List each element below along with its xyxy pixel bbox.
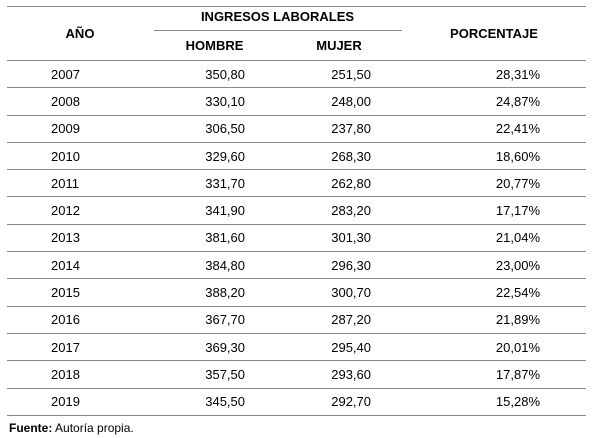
hombre-income-cell: 357,50 xyxy=(153,360,276,389)
income-table-container: AÑO INGRESOS LABORALES PORCENTAJE HOMBRE… xyxy=(7,6,586,416)
mujer-income-cell: 268,30 xyxy=(276,142,402,171)
table-row: 2007 350,80 251,50 28,31% xyxy=(7,60,586,89)
year-cell: 2014 xyxy=(7,251,153,280)
mujer-income-cell: 287,20 xyxy=(276,306,402,334)
mujer-income-cell: 292,70 xyxy=(276,388,402,416)
hombre-income-cell: 306,50 xyxy=(153,115,276,143)
year-cell: 2008 xyxy=(7,87,153,116)
hombre-income-cell: 388,20 xyxy=(153,278,276,307)
hombre-column-header: HOMBRE xyxy=(185,38,244,54)
table-row: 2011 331,70 262,80 20,77% xyxy=(7,169,586,198)
hombre-income-cell: 367,70 xyxy=(153,306,276,334)
table-row: 2017 369,30 295,40 20,01% xyxy=(7,333,586,362)
table-row: 2016 367,70 287,20 21,89% xyxy=(7,306,586,334)
hombre-income-cell: 331,70 xyxy=(153,169,276,198)
percentage-cell: 22,41% xyxy=(402,115,586,143)
percentage-cell: 21,89% xyxy=(402,306,586,334)
mujer-income-cell: 293,60 xyxy=(276,360,402,389)
table-row: 2014 384,80 296,30 23,00% xyxy=(7,251,586,280)
percentage-cell: 17,17% xyxy=(402,196,586,225)
labor-income-table: AÑO INGRESOS LABORALES PORCENTAJE HOMBRE… xyxy=(7,6,586,416)
table-row: 2018 357,50 293,60 17,87% xyxy=(7,360,586,389)
year-cell: 2019 xyxy=(7,388,153,416)
table-row: 2015 388,20 300,70 22,54% xyxy=(7,278,586,307)
mujer-column-header: MUJER xyxy=(316,38,362,54)
table-row: 2009 306,50 237,80 22,41% xyxy=(7,115,586,143)
percentage-cell: 18,60% xyxy=(402,142,586,171)
year-cell: 2010 xyxy=(7,142,153,171)
hombre-income-cell: 330,10 xyxy=(153,87,276,116)
percentage-cell: 24,87% xyxy=(402,87,586,116)
source-note: Fuente: Autoría propia. xyxy=(9,421,134,435)
year-cell: 2013 xyxy=(7,224,153,253)
year-cell: 2016 xyxy=(7,306,153,334)
hombre-income-cell: 329,60 xyxy=(153,142,276,171)
year-cell: 2009 xyxy=(7,115,153,143)
percentage-cell: 28,31% xyxy=(402,60,586,89)
labor-income-group-label: INGRESOS LABORALES xyxy=(200,9,355,25)
table-header: AÑO INGRESOS LABORALES PORCENTAJE HOMBRE… xyxy=(7,6,586,61)
year-cell: 2012 xyxy=(7,196,153,225)
mujer-income-cell: 283,20 xyxy=(276,196,402,225)
hombre-income-cell: 384,80 xyxy=(153,251,276,280)
labor-income-group-header: INGRESOS LABORALES xyxy=(153,7,402,32)
year-cell: 2011 xyxy=(7,169,153,198)
mujer-income-cell: 295,40 xyxy=(276,333,402,362)
hombre-income-cell: 381,60 xyxy=(153,224,276,253)
year-cell: 2007 xyxy=(7,60,153,89)
percentage-cell: 17,87% xyxy=(402,360,586,389)
year-cell: 2018 xyxy=(7,360,153,389)
table-row: 2012 341,90 283,20 17,17% xyxy=(7,196,586,225)
table-row: 2008 330,10 248,00 24,87% xyxy=(7,87,586,116)
table-row: 2010 329,60 268,30 18,60% xyxy=(7,142,586,171)
table-row: 2013 381,60 301,30 21,04% xyxy=(7,224,586,253)
mujer-income-cell: 262,80 xyxy=(276,169,402,198)
mujer-income-cell: 237,80 xyxy=(276,115,402,143)
header-row-bottom: HOMBRE MUJER xyxy=(7,32,586,61)
hombre-income-cell: 345,50 xyxy=(153,388,276,416)
hombre-income-cell: 341,90 xyxy=(153,196,276,225)
source-text: Autoría propia. xyxy=(52,421,134,435)
mujer-income-cell: 301,30 xyxy=(276,224,402,253)
source-label: Fuente: xyxy=(9,421,53,435)
hombre-income-cell: 369,30 xyxy=(153,333,276,362)
year-cell: 2017 xyxy=(7,333,153,362)
header-row-top: AÑO INGRESOS LABORALES PORCENTAJE xyxy=(7,6,586,41)
mujer-income-cell: 296,30 xyxy=(276,251,402,280)
hombre-income-cell: 350,80 xyxy=(153,60,276,89)
mujer-income-cell: 251,50 xyxy=(276,60,402,89)
percentage-column-header: PORCENTAJE xyxy=(450,26,538,41)
percentage-cell: 15,28% xyxy=(402,388,586,416)
percentage-cell: 22,54% xyxy=(402,278,586,307)
percentage-cell: 20,77% xyxy=(402,169,586,198)
year-cell: 2015 xyxy=(7,278,153,307)
group-header-divider xyxy=(153,30,402,32)
table-row: 2019 345,50 292,70 15,28% xyxy=(7,388,586,416)
mujer-income-cell: 300,70 xyxy=(276,278,402,307)
mujer-income-cell: 248,00 xyxy=(276,87,402,116)
percentage-cell: 21,04% xyxy=(402,224,586,253)
year-column-header: AÑO xyxy=(65,26,95,41)
percentage-cell: 20,01% xyxy=(402,333,586,362)
table-body: 2007 350,80 251,50 28,31% 2008 330,10 24… xyxy=(7,60,586,416)
percentage-cell: 23,00% xyxy=(402,251,586,280)
